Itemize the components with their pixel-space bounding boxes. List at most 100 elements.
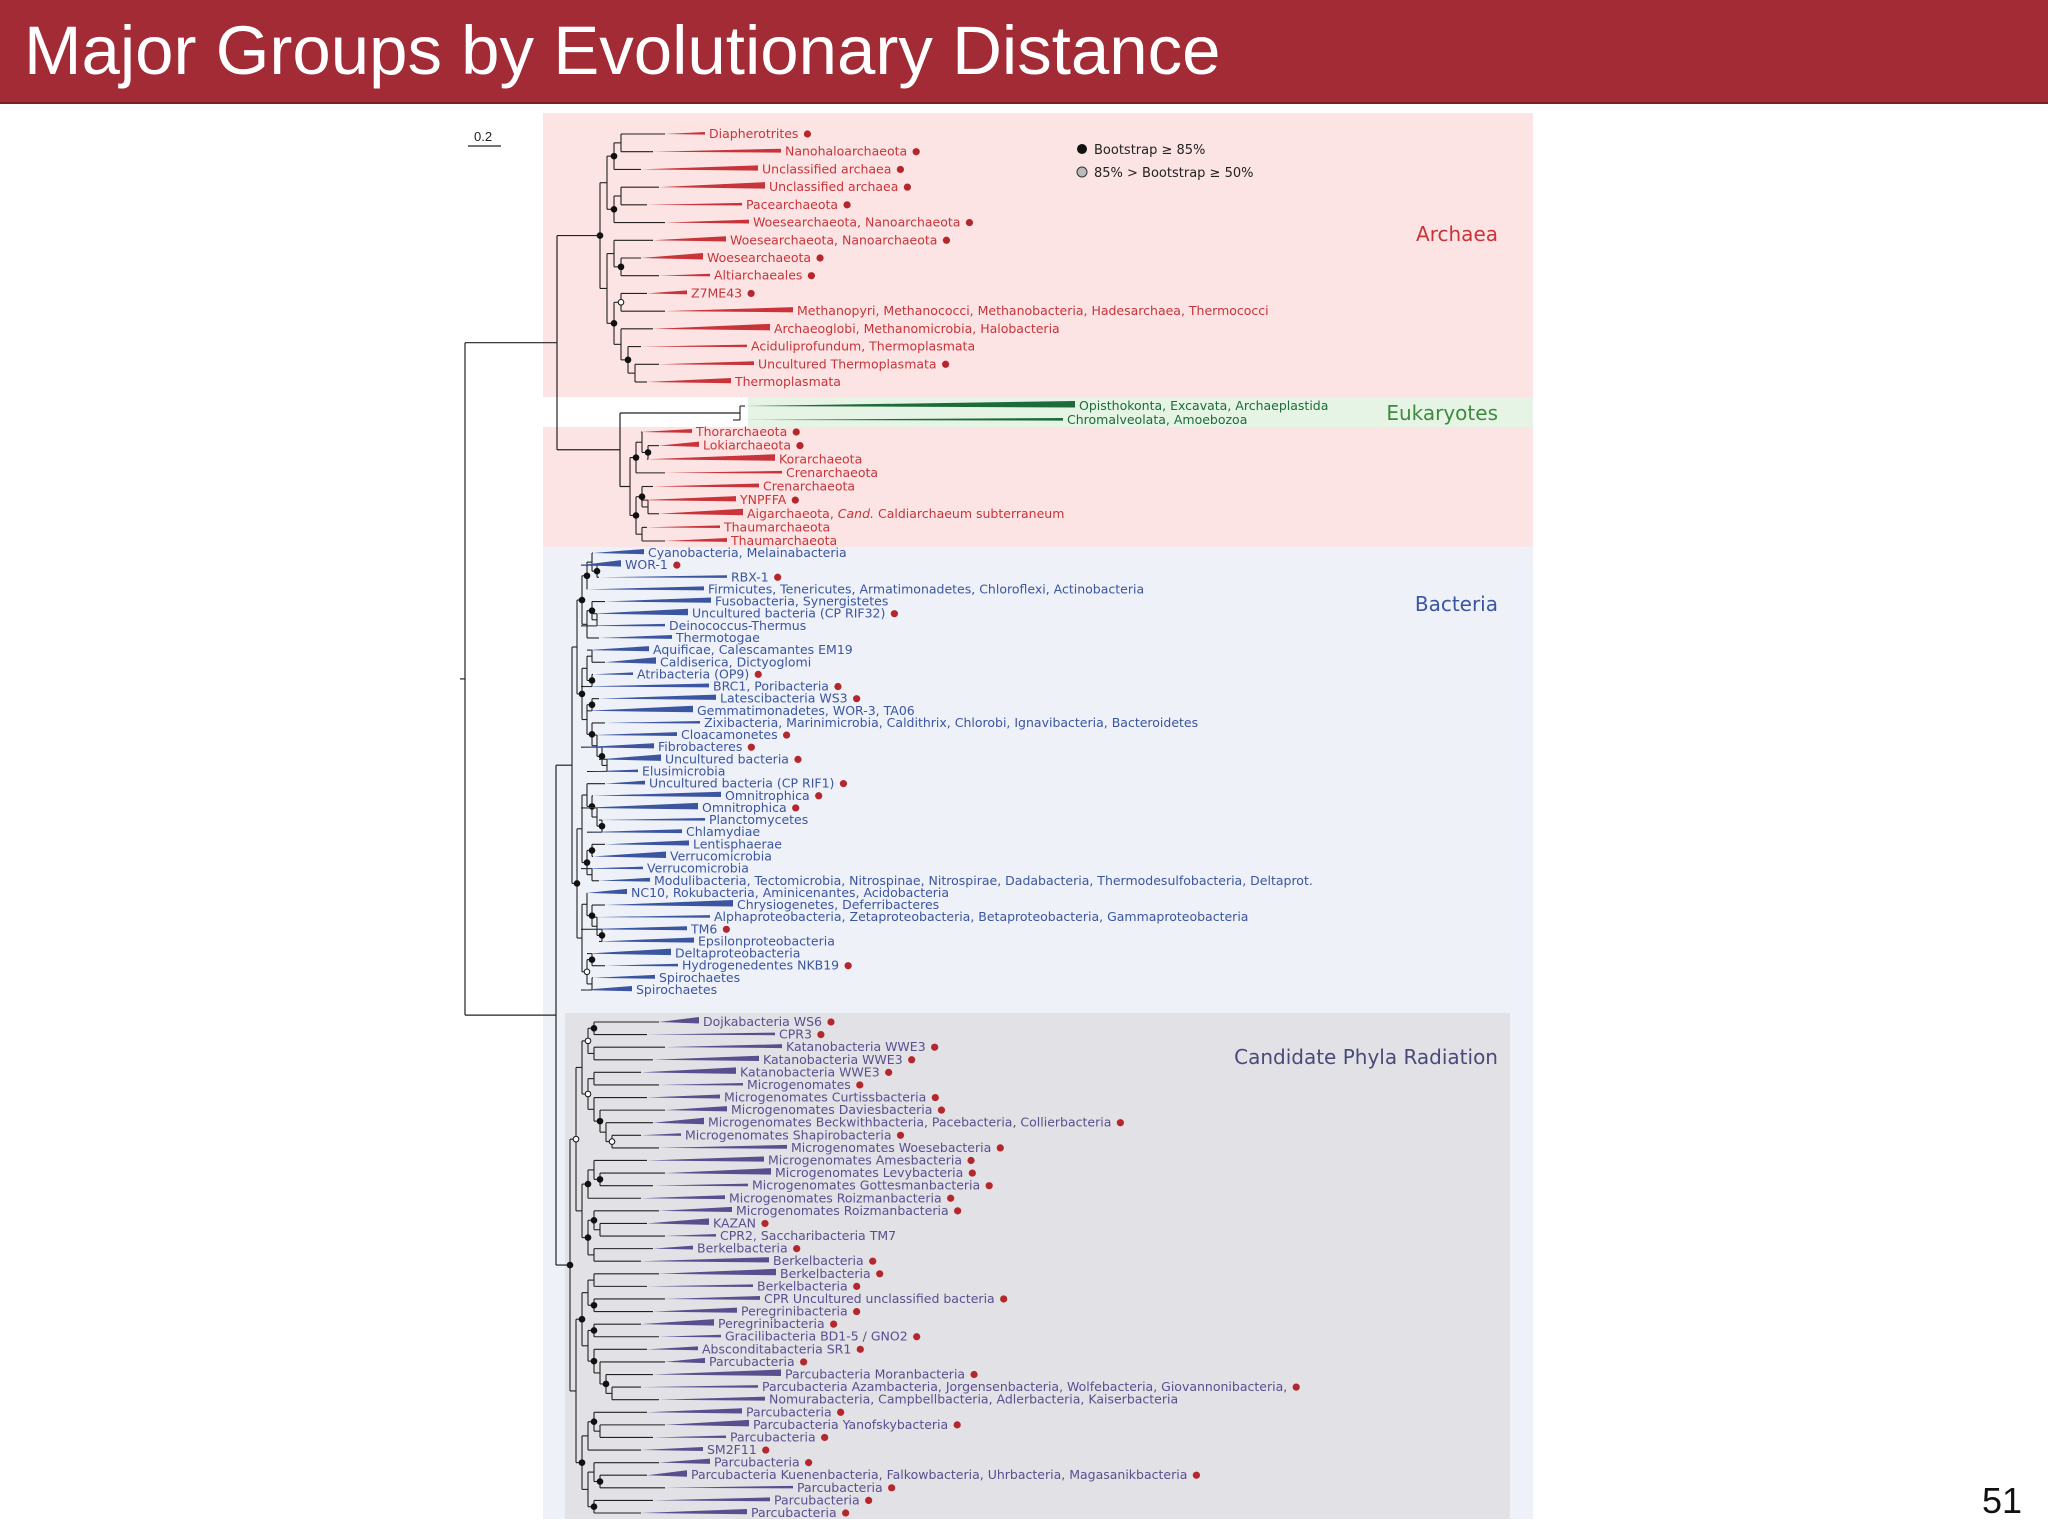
- culture-dot: [996, 1144, 1004, 1152]
- clade-wedge: [605, 657, 656, 664]
- clade-wedge: [581, 926, 687, 931]
- clade-wedge: [641, 1509, 747, 1515]
- taxon-label: Zixibacteria, Marinimicrobia, Caldithrix…: [704, 715, 1198, 730]
- culture-dot: [844, 962, 852, 970]
- bootstrap-node: [588, 731, 596, 738]
- clade-wedge: [665, 1106, 727, 1112]
- clade-wedge: [599, 575, 727, 578]
- bootstrap-node: [578, 1459, 586, 1466]
- culture-dot: [821, 1433, 829, 1442]
- culture-dot: [890, 610, 898, 618]
- culture-dot: [1116, 1119, 1124, 1127]
- culture-dot: [792, 428, 800, 436]
- taxon-label: Microgenomates Levybacteria: [775, 1165, 963, 1180]
- clade-wedge: [647, 1094, 720, 1099]
- clade-wedge: [605, 840, 689, 846]
- culture-dot: [937, 1106, 946, 1114]
- bootstrap-legend: Bootstrap ≥ 85% 85% > Bootstrap ≥ 50%: [1076, 143, 1253, 181]
- taxon-label: Firmicutes, Tenericutes, Armatimonadetes…: [708, 581, 1144, 596]
- clade-wedge: [659, 1334, 721, 1338]
- culture-dot: [800, 1358, 808, 1366]
- culture-dot: [803, 130, 812, 138]
- taxon-label: Thermotogae: [675, 630, 760, 645]
- culture-dot: [837, 1408, 845, 1416]
- taxon-label: Unclassified archaea: [762, 161, 891, 176]
- culture-dot: [747, 289, 755, 298]
- slide-number: 51: [1981, 1480, 2022, 1521]
- taxon-label: Caldiserica, Dictyoglomi: [660, 654, 811, 669]
- bootstrap-node: [617, 263, 625, 271]
- bootstrap-node: [583, 572, 591, 580]
- taxon-label: Fibrobacteres: [658, 739, 742, 754]
- taxon-label: Altiarchaeales: [714, 268, 802, 283]
- taxon-label: KAZAN: [713, 1215, 756, 1230]
- clade-wedge: [659, 508, 743, 516]
- culture-dot: [834, 682, 842, 691]
- clade-wedge: [647, 1470, 687, 1477]
- culture-dot: [954, 1207, 962, 1215]
- clade-wedge: [641, 165, 758, 171]
- bootstrap-node: [584, 1180, 592, 1188]
- taxon-label: TM6: [690, 921, 717, 936]
- culture-dot: [896, 1131, 905, 1139]
- taxon-label: Peregrinibacteria: [718, 1316, 825, 1331]
- bootstrap-node: [583, 859, 591, 866]
- taxon-label: Chrysiogenetes, Deferribacteres: [737, 897, 939, 912]
- taxon-label: Alphaproteobacteria, Zetaproteobacteria,…: [714, 909, 1248, 924]
- clade-wedge: [581, 560, 621, 567]
- culture-dot: [947, 1194, 955, 1202]
- taxon-label: Crenarchaeota: [786, 465, 878, 480]
- bootstrap-node: [598, 822, 606, 830]
- clade-wedge: [653, 1307, 737, 1313]
- clade-wedge: [605, 900, 733, 907]
- taxon-label: Thermoplasmata: [734, 374, 841, 389]
- clade-wedge: [665, 1419, 749, 1427]
- culture-dot: [985, 1182, 993, 1190]
- culture-dot: [774, 573, 782, 581]
- bootstrap-node: [638, 493, 646, 501]
- clade-wedge: [665, 538, 727, 542]
- bootstrap-node: [588, 677, 596, 684]
- taxon-label: RBX-1: [731, 569, 769, 584]
- taxon-label: CPR2, Saccharibacteria TM7: [720, 1228, 896, 1243]
- clade-wedge: [653, 148, 781, 153]
- bootstrap-node: [584, 1234, 592, 1241]
- clade-wedge: [665, 132, 705, 135]
- legend-bootstrap-mid: 85% > Bootstrap ≥ 50%: [1094, 166, 1253, 181]
- culture-dot: [842, 1509, 850, 1517]
- clade-wedge: [659, 1206, 732, 1213]
- taxon-label: Absconditabacteria SR1: [702, 1341, 851, 1356]
- taxon-label: NC10, Rokubacteria, Aminicenantes, Acido…: [631, 885, 949, 900]
- bootstrap-node: [588, 956, 596, 963]
- culture-dot: [782, 731, 791, 739]
- domain-label-eukaryotes: Eukaryotes: [1386, 401, 1498, 425]
- domain-labels: Archaea Eukaryotes Bacteria Candidate Ph…: [1234, 222, 1498, 1069]
- clade-wedge: [599, 818, 705, 821]
- clade-wedge: [665, 1168, 771, 1175]
- culture-dot: [856, 1345, 864, 1353]
- clade-wedge: [605, 597, 711, 603]
- clade-wedge: [581, 866, 643, 870]
- clade-wedge: [647, 290, 687, 295]
- taxon-label: Katanobacteria WWE3: [740, 1064, 880, 1079]
- taxon-label: Microgenomates Shapirobacteria: [685, 1127, 892, 1142]
- taxon-label: Uncultured Thermoplasmata: [758, 356, 937, 371]
- taxon-label: Spirochaetes: [659, 970, 740, 985]
- clade-wedge: [665, 1485, 793, 1489]
- culture-dot: [793, 1245, 801, 1253]
- clade-wedge: [647, 454, 775, 461]
- taxon-label: Gracilibacteria BD1-5 / GNO2: [725, 1329, 908, 1344]
- culture-dot: [722, 925, 730, 933]
- clade-wedge: [599, 937, 694, 943]
- taxon-label: Parcubacteria Moranbacteria: [785, 1367, 965, 1382]
- taxon-label: Berkelbacteria: [757, 1278, 848, 1293]
- culture-dot: [853, 1307, 861, 1316]
- clade-wedge: [659, 441, 699, 447]
- bootstrap-node: [602, 1380, 610, 1388]
- title-bar: Major Groups by Evolutionary Distance: [0, 0, 2048, 104]
- clade-wedge: [641, 1385, 758, 1388]
- bootstrap-node: [588, 847, 596, 854]
- culture-dot: [908, 1056, 916, 1064]
- taxon-label: Katanobacteria WWE3: [763, 1052, 903, 1067]
- clade-wedge: [599, 877, 650, 882]
